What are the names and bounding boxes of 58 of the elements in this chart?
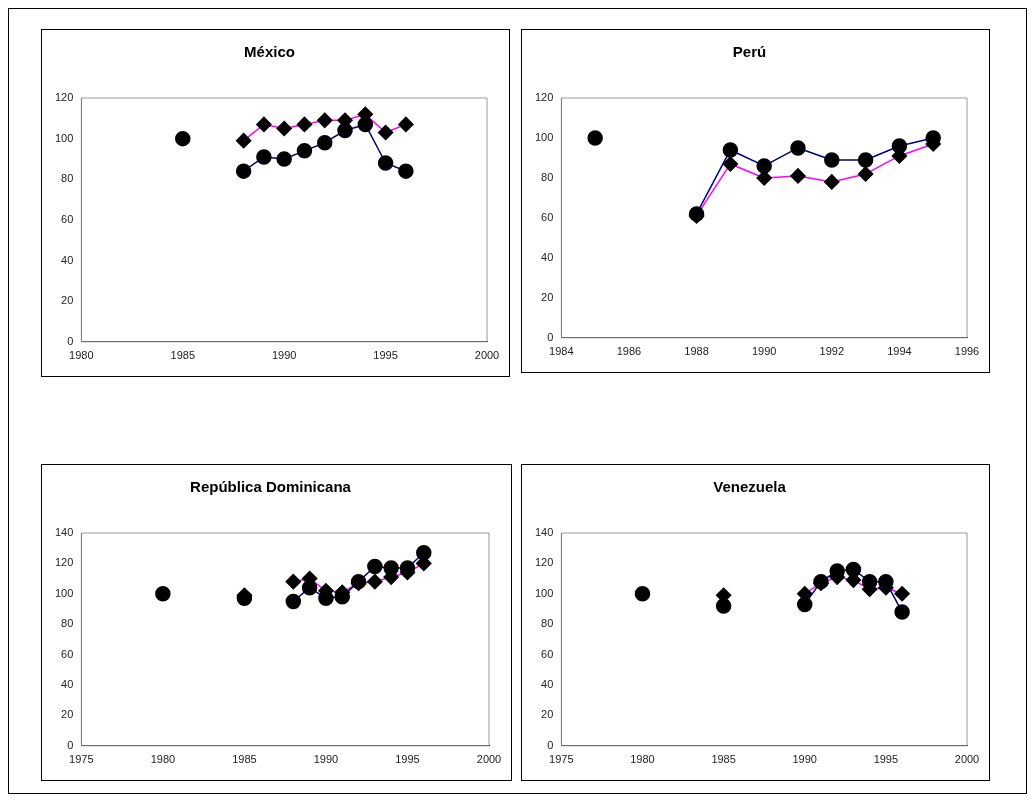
y-tick-label: 100 — [54, 131, 74, 144]
y-tick-label: 40 — [541, 678, 554, 691]
y-tick-label: 0 — [67, 738, 74, 751]
x-tick-label: 1995 — [373, 349, 398, 362]
chart-title: Venezuela — [713, 478, 787, 496]
y-tick-label: 40 — [61, 678, 74, 691]
y-tick-label: 80 — [541, 617, 554, 630]
y-tick-label: 60 — [541, 210, 554, 223]
y-tick-label: 140 — [534, 526, 554, 539]
chart-title: Perú — [732, 43, 767, 61]
y-tick-label: 120 — [534, 91, 554, 104]
chart-title: México — [244, 43, 295, 61]
x-tick-label: 1985 — [170, 349, 196, 362]
x-tick-label: 1992 — [819, 345, 845, 358]
x-tick-label: 1985 — [232, 753, 257, 766]
x-tick-label: 1980 — [630, 753, 655, 766]
y-tick-label: 40 — [541, 250, 554, 263]
y-tick-label: 100 — [534, 586, 554, 599]
x-tick-label: 1988 — [684, 345, 709, 358]
y-tick-label: 20 — [61, 294, 74, 307]
y-tick-label: 0 — [547, 330, 554, 343]
y-tick-label: 120 — [54, 91, 74, 104]
chart-title: República Dominicana — [190, 478, 352, 496]
y-tick-label: 60 — [61, 647, 74, 660]
y-tick-label: 20 — [541, 708, 554, 721]
x-tick-label: 1990 — [271, 349, 297, 362]
y-tick-label: 20 — [61, 708, 74, 721]
x-tick-label: 1980 — [69, 349, 94, 362]
x-tick-label: 1975 — [549, 753, 574, 766]
x-tick-label: 2000 — [954, 753, 980, 766]
y-tick-label: 120 — [534, 556, 554, 569]
x-tick-label: 1985 — [711, 753, 736, 766]
y-tick-label: 20 — [541, 290, 554, 303]
y-tick-label: 100 — [534, 131, 554, 143]
x-tick-label: 1990 — [313, 753, 339, 766]
x-tick-label: 1995 — [873, 753, 899, 766]
y-tick-label: 0 — [67, 334, 74, 347]
y-tick-label: 60 — [61, 212, 74, 225]
y-tick-label: 100 — [54, 586, 74, 599]
x-tick-label: 1995 — [395, 753, 420, 766]
y-tick-label: 140 — [54, 526, 74, 539]
x-tick-label: 1984 — [549, 345, 574, 358]
x-tick-label: 1990 — [751, 345, 777, 358]
x-tick-label: 2000 — [474, 349, 500, 362]
x-tick-label: 1990 — [792, 753, 817, 766]
x-tick-label: 2000 — [476, 753, 502, 766]
y-tick-label: 0 — [547, 738, 554, 751]
y-tick-label: 60 — [541, 647, 554, 660]
y-tick-label: 120 — [54, 556, 74, 569]
y-tick-label: 80 — [61, 172, 74, 185]
x-tick-label: 1996 — [954, 345, 980, 358]
x-tick-label: 1986 — [616, 345, 642, 358]
x-tick-label: 1994 — [887, 345, 912, 358]
x-tick-label: 1975 — [69, 753, 94, 766]
x-tick-label: 1980 — [150, 753, 176, 766]
y-tick-label: 40 — [61, 253, 74, 266]
y-tick-label: 80 — [541, 170, 554, 183]
y-tick-label: 80 — [61, 617, 74, 630]
